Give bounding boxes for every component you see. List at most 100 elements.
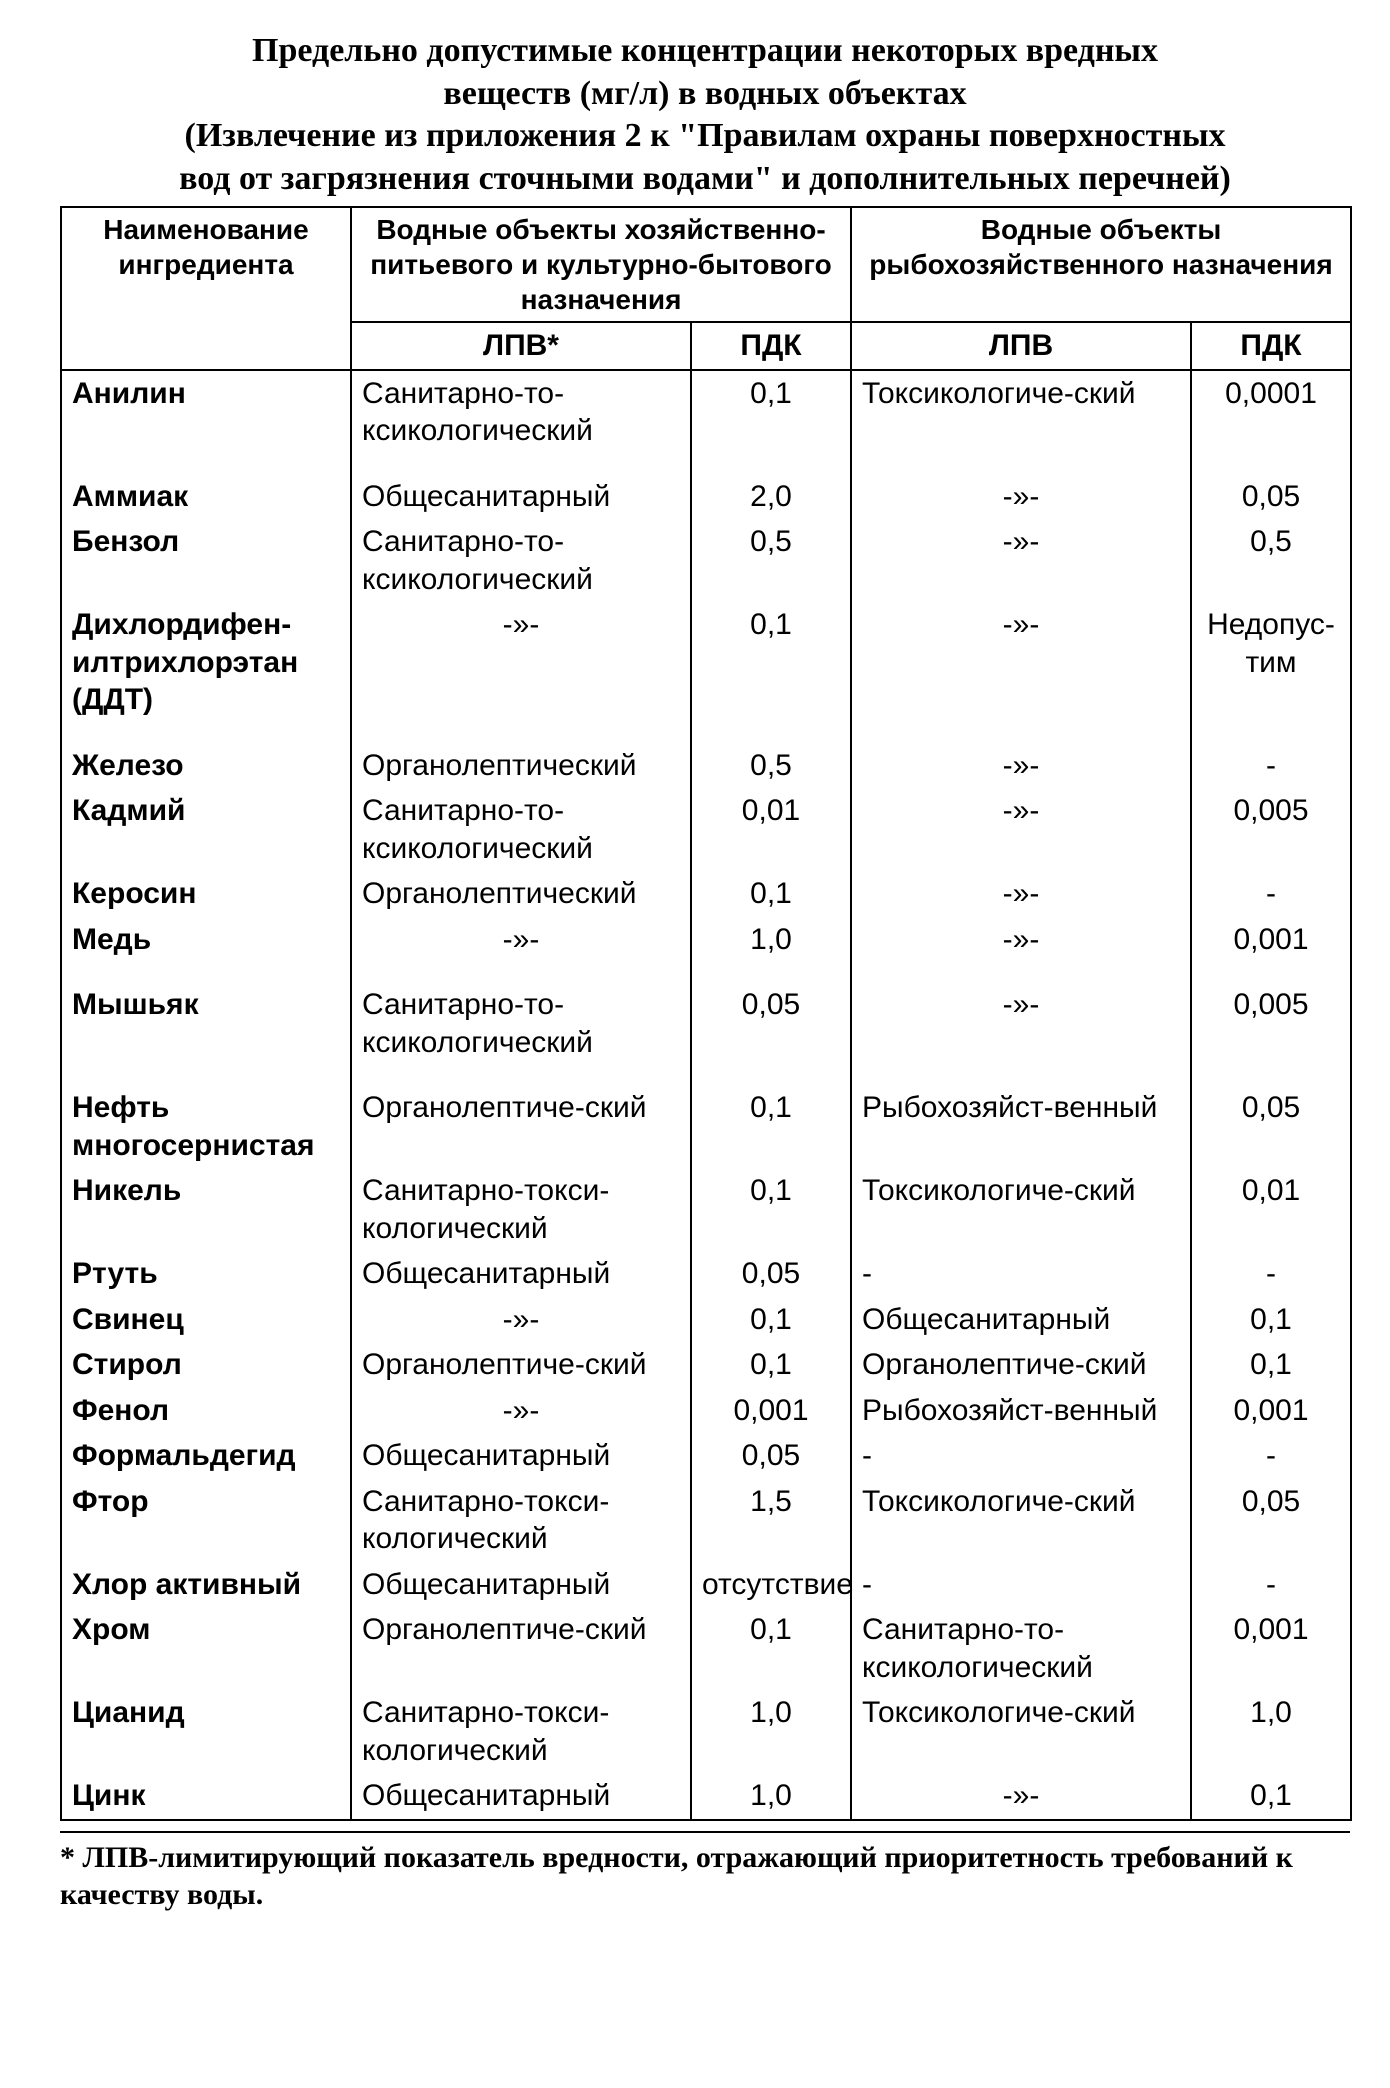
cell-name: Фенол xyxy=(61,1388,351,1434)
table-row: МышьякСанитарно-то-ксикологический0,05-»… xyxy=(61,982,1351,1065)
cell-pdk2: 0,0001 xyxy=(1191,370,1351,454)
spacer-cell xyxy=(1191,962,1351,982)
cell-name: Нефть многосернистая xyxy=(61,1085,351,1168)
title-line-3: (Извлечение из приложения 2 к "Правилам … xyxy=(185,117,1226,154)
cell-pdk2: - xyxy=(1191,871,1351,917)
cell-name: Анилин xyxy=(61,370,351,454)
cell-pdk2: 0,1 xyxy=(1191,1773,1351,1820)
cell-pdk1: 1,0 xyxy=(691,917,851,963)
table-row: Дихлордифен-илтрихлорэтан (ДДТ)-»-0,1-»-… xyxy=(61,602,1351,723)
cell-lpv2: -»- xyxy=(851,519,1191,602)
cell-pdk1: 0,05 xyxy=(691,1433,851,1479)
spacer-cell xyxy=(691,962,851,982)
cell-lpv1: -»- xyxy=(351,1388,691,1434)
spacer-cell xyxy=(61,962,351,982)
table-row: Хлор активныйОбщесанитарныйотсутствие-- xyxy=(61,1562,1351,1608)
spacer-cell xyxy=(851,1065,1191,1085)
cell-pdk1: отсутствие xyxy=(691,1562,851,1608)
table-row-spacer xyxy=(61,723,1351,743)
table-row: СтиролОрганолептиче-ский0,1Органолептиче… xyxy=(61,1342,1351,1388)
cell-pdk2: Недопус-тим xyxy=(1191,602,1351,723)
cell-pdk1: 0,1 xyxy=(691,370,851,454)
cell-name: Дихлордифен-илтрихлорэтан (ДДТ) xyxy=(61,602,351,723)
cell-lpv2: Токсикологиче-ский xyxy=(851,370,1191,454)
cell-name: Свинец xyxy=(61,1297,351,1343)
cell-name: Никель xyxy=(61,1168,351,1251)
cell-lpv2: - xyxy=(851,1251,1191,1297)
table-row: НикельСанитарно-токси-кологический0,1Ток… xyxy=(61,1168,1351,1251)
cell-lpv2: Органолептиче-ский xyxy=(851,1342,1191,1388)
cell-name: Стирол xyxy=(61,1342,351,1388)
cell-pdk2: 1,0 xyxy=(1191,1690,1351,1773)
cell-name: Цинк xyxy=(61,1773,351,1820)
cell-pdk1: 0,1 xyxy=(691,1342,851,1388)
spacer-cell xyxy=(61,1065,351,1085)
cell-pdk1: 1,5 xyxy=(691,1479,851,1562)
cell-lpv1: Санитарно-токси-кологический xyxy=(351,1690,691,1773)
table-row: БензолСанитарно-то-ксикологический0,5-»-… xyxy=(61,519,1351,602)
cell-pdk2: 0,01 xyxy=(1191,1168,1351,1251)
cell-lpv2: -»- xyxy=(851,743,1191,789)
cell-lpv1: Санитарно-то-ксикологический xyxy=(351,519,691,602)
cell-pdk2: 0,005 xyxy=(1191,982,1351,1065)
cell-lpv2: Токсикологиче-ский xyxy=(851,1168,1191,1251)
cell-pdk1: 0,1 xyxy=(691,871,851,917)
cell-pdk1: 0,1 xyxy=(691,602,851,723)
pdk-table: Наименование ингредиента Водные объекты … xyxy=(60,206,1352,1821)
cell-lpv1: Общесанитарный xyxy=(351,1773,691,1820)
spacer-cell xyxy=(851,454,1191,474)
col-header-pdk2: ПДК xyxy=(1191,322,1351,370)
col-header-lpv2: ЛПВ xyxy=(851,322,1191,370)
spacer-cell xyxy=(851,723,1191,743)
cell-pdk2: - xyxy=(1191,1433,1351,1479)
spacer-cell xyxy=(691,454,851,474)
table-row: КадмийСанитарно-то-ксикологический0,01-»… xyxy=(61,788,1351,871)
cell-pdk1: 0,1 xyxy=(691,1607,851,1690)
cell-pdk1: 1,0 xyxy=(691,1690,851,1773)
cell-pdk2: - xyxy=(1191,1251,1351,1297)
footnote: * ЛПВ-лимитирующий показатель вредности,… xyxy=(60,1831,1350,1914)
cell-lpv1: -»- xyxy=(351,1297,691,1343)
table-row: АнилинСанитарно-то-ксикологический0,1Ток… xyxy=(61,370,1351,454)
cell-lpv1: Органолептиче-ский xyxy=(351,1607,691,1690)
spacer-cell xyxy=(851,962,1191,982)
cell-lpv2: - xyxy=(851,1433,1191,1479)
cell-pdk2: - xyxy=(1191,743,1351,789)
table-row-spacer xyxy=(61,1065,1351,1085)
cell-name: Формальдегид xyxy=(61,1433,351,1479)
table-row: ЦинкОбщесанитарный1,0-»-0,1 xyxy=(61,1773,1351,1820)
spacer-cell xyxy=(691,723,851,743)
cell-pdk2: 0,5 xyxy=(1191,519,1351,602)
cell-lpv2: Санитарно-то-ксикологический xyxy=(851,1607,1191,1690)
spacer-cell xyxy=(1191,723,1351,743)
cell-lpv2: -»- xyxy=(851,1773,1191,1820)
cell-name: Железо xyxy=(61,743,351,789)
cell-pdk1: 0,1 xyxy=(691,1085,851,1168)
cell-lpv1: Общесанитарный xyxy=(351,1562,691,1608)
cell-lpv2: -»- xyxy=(851,474,1191,520)
cell-lpv2: Общесанитарный xyxy=(851,1297,1191,1343)
cell-pdk1: 0,001 xyxy=(691,1388,851,1434)
cell-pdk1: 1,0 xyxy=(691,1773,851,1820)
cell-lpv2: Рыбохозяйст-венный xyxy=(851,1085,1191,1168)
cell-name: Мышьяк xyxy=(61,982,351,1065)
cell-lpv2: Токсикологиче-ский xyxy=(851,1690,1191,1773)
cell-lpv2: -»- xyxy=(851,871,1191,917)
table-row: АммиакОбщесанитарный2,0-»-0,05 xyxy=(61,474,1351,520)
cell-lpv1: Общесанитарный xyxy=(351,474,691,520)
cell-pdk1: 0,5 xyxy=(691,743,851,789)
col-header-pdk1: ПДК xyxy=(691,322,851,370)
cell-name: Медь xyxy=(61,917,351,963)
table-row: Свинец-»-0,1Общесанитарный0,1 xyxy=(61,1297,1351,1343)
cell-pdk1: 0,5 xyxy=(691,519,851,602)
spacer-cell xyxy=(351,1065,691,1085)
cell-lpv1: Санитарно-то-ксикологический xyxy=(351,370,691,454)
cell-pdk2: 0,005 xyxy=(1191,788,1351,871)
cell-name: Цианид xyxy=(61,1690,351,1773)
table-row: ЖелезоОрганолептический0,5-»-- xyxy=(61,743,1351,789)
table-row: ФторСанитарно-токси-кологический1,5Токси… xyxy=(61,1479,1351,1562)
cell-name: Хром xyxy=(61,1607,351,1690)
table-row: ЦианидСанитарно-токси-кологический1,0Ток… xyxy=(61,1690,1351,1773)
cell-name: Бензол xyxy=(61,519,351,602)
cell-lpv2: -»- xyxy=(851,982,1191,1065)
